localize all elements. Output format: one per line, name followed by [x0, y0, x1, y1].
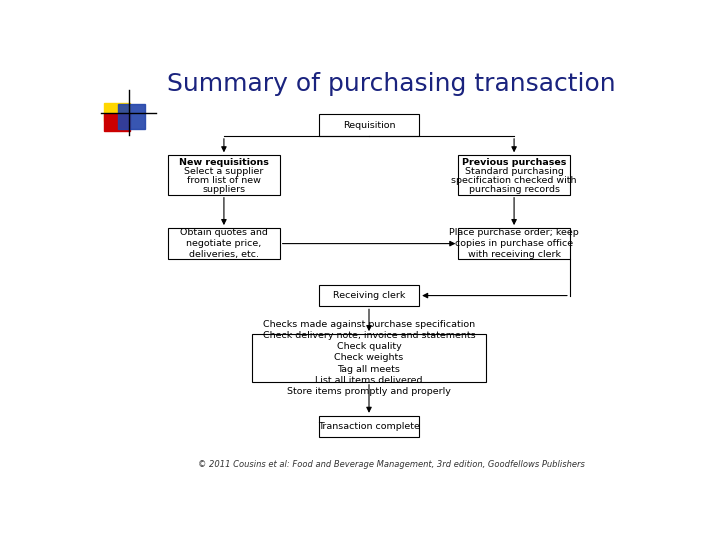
FancyBboxPatch shape — [319, 114, 419, 136]
Text: Standard purchasing: Standard purchasing — [464, 167, 564, 176]
Text: Checks made against purchase specification
Check delivery note, invoice and stat: Checks made against purchase specificati… — [263, 320, 475, 396]
Text: Receiving clerk: Receiving clerk — [333, 291, 405, 300]
Text: Select a supplier: Select a supplier — [184, 167, 264, 176]
FancyBboxPatch shape — [252, 334, 486, 382]
Text: © 2011 Cousins et al: Food and Beverage Management, 3rd edition, Goodfellows Pub: © 2011 Cousins et al: Food and Beverage … — [198, 460, 585, 469]
FancyBboxPatch shape — [168, 155, 279, 195]
Text: Place purchase order; keep
copies in purchase office
with receiving clerk: Place purchase order; keep copies in pur… — [449, 228, 579, 259]
Text: Transaction complete: Transaction complete — [318, 422, 420, 431]
FancyBboxPatch shape — [168, 228, 279, 259]
FancyBboxPatch shape — [459, 155, 570, 195]
FancyBboxPatch shape — [319, 285, 419, 306]
Text: Obtain quotes and
negotiate price,
deliveries, etc.: Obtain quotes and negotiate price, deliv… — [180, 228, 268, 259]
Text: from list of new: from list of new — [187, 176, 261, 185]
Text: Requisition: Requisition — [343, 120, 395, 130]
FancyBboxPatch shape — [459, 228, 570, 259]
Text: purchasing records: purchasing records — [469, 185, 559, 194]
FancyBboxPatch shape — [319, 416, 419, 437]
Bar — [118, 104, 145, 130]
Bar — [104, 114, 130, 131]
Bar — [104, 103, 130, 120]
Text: suppliers: suppliers — [202, 185, 246, 194]
Text: Previous purchases: Previous purchases — [462, 158, 566, 167]
Text: specification checked with: specification checked with — [451, 176, 577, 185]
Text: New requisitions: New requisitions — [179, 158, 269, 167]
Text: Summary of purchasing transaction: Summary of purchasing transaction — [167, 71, 616, 96]
